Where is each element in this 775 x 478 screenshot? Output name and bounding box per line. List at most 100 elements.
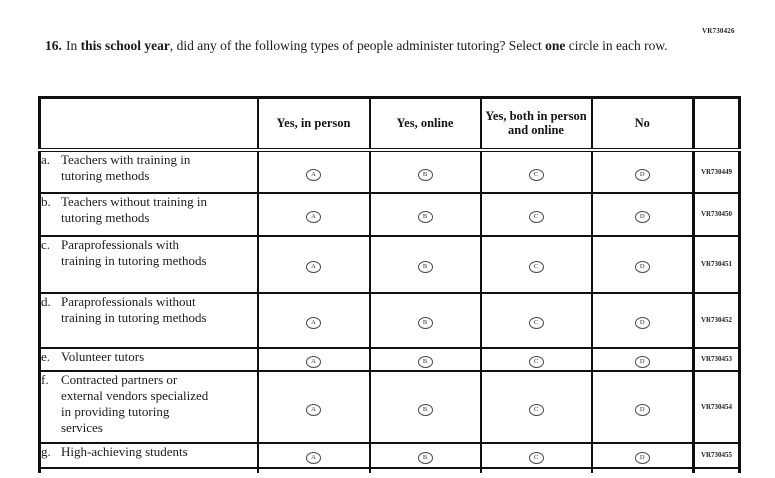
bubble-f-yes-online[interactable]: B <box>417 403 433 416</box>
row-label: Teachers without training in tutoring me… <box>61 193 208 225</box>
bubble-a-yes-online[interactable]: B <box>417 168 433 181</box>
bubble-c-no[interactable]: D <box>634 261 650 273</box>
cutoff-cell <box>256 466 371 473</box>
bubble-c-yes-online[interactable]: B <box>417 261 433 273</box>
question-text-bold-segment: this school year <box>80 38 170 53</box>
row-letter: g. <box>41 443 51 459</box>
option-cell: D <box>590 148 695 194</box>
col-header-yes-both: Yes, both in person and online <box>479 96 593 152</box>
option-cell: B <box>368 148 482 194</box>
bubble-b-yes-both[interactable]: C <box>528 211 544 223</box>
bubble-a-yes-both[interactable]: C <box>528 168 544 181</box>
question-text-segment: In <box>66 38 81 53</box>
option-cell: C <box>479 369 593 444</box>
option-cell: A <box>256 191 371 237</box>
bubble-a-yes-in-person[interactable]: A <box>306 168 321 181</box>
form-code-top-right: VR730426 <box>702 27 735 35</box>
bubble-g-yes-both[interactable]: C <box>528 452 544 464</box>
option-cell: D <box>590 191 695 237</box>
row-label: Teachers with training in tutoring metho… <box>61 151 191 183</box>
option-cell: A <box>256 441 371 469</box>
col-header-empty <box>38 96 259 152</box>
question-text: In this school year, did any of the foll… <box>66 37 668 55</box>
bubble-e-yes-both[interactable]: C <box>528 356 544 368</box>
bubble-e-yes-online[interactable]: B <box>417 356 433 368</box>
table-row-c: c. Paraprofessionals with training in tut… <box>38 234 741 294</box>
question-text-bold-segment: one <box>545 38 566 53</box>
option-cell: B <box>368 369 482 444</box>
bubble-e-no[interactable]: D <box>634 356 650 368</box>
row-label: Contracted partners or external vendors … <box>61 371 209 435</box>
bubble-f-yes-in-person[interactable]: A <box>306 403 321 416</box>
grid-header-row: Yes, in person Yes, online Yes, both in … <box>38 96 741 152</box>
row-code: VR730451 <box>692 234 741 294</box>
row-label-cell: d. Paraprofessionals without training in … <box>38 291 259 349</box>
row-code: VR730455 <box>692 441 741 469</box>
bubble-a-no[interactable]: D <box>634 168 650 181</box>
row-label-cell: f. Contracted partners or external vendor… <box>38 369 259 444</box>
bubble-b-yes-in-person[interactable]: A <box>306 211 321 223</box>
bubble-e-yes-in-person[interactable]: A <box>306 356 321 368</box>
cutoff-cell <box>692 466 741 473</box>
table-row-g: g. High-achieving students A B C D VR7304… <box>38 441 741 469</box>
bubble-d-yes-online[interactable]: B <box>417 317 433 329</box>
option-cell: D <box>590 369 695 444</box>
question-text-segment: circle in each row. <box>565 38 668 53</box>
cutoff-cell <box>590 466 695 473</box>
option-cell: C <box>479 291 593 349</box>
row-letter: c. <box>41 236 51 252</box>
row-code: VR730450 <box>692 191 741 237</box>
table-row-d: d. Paraprofessionals without training in … <box>38 291 741 349</box>
option-cell: B <box>368 441 482 469</box>
option-cell: B <box>368 191 482 237</box>
option-cell: D <box>590 234 695 294</box>
row-code: VR730452 <box>692 291 741 349</box>
col-header-yes-in-person: Yes, in person <box>256 96 371 152</box>
option-cell: A <box>256 234 371 294</box>
cutoff-cell <box>38 466 259 473</box>
option-cell: C <box>479 441 593 469</box>
row-label-cell: e. Volunteer tutors <box>38 346 259 372</box>
bubble-c-yes-in-person[interactable]: A <box>306 261 321 273</box>
question-number: 16. <box>45 38 62 53</box>
row-label: High-achieving students <box>61 443 188 459</box>
row-code: VR730453 <box>692 346 741 372</box>
response-grid: Yes, in person Yes, online Yes, both in … <box>38 96 741 473</box>
table-row-f: f. Contracted partners or external vendor… <box>38 369 741 444</box>
row-letter: f. <box>41 371 49 387</box>
bubble-f-no[interactable]: D <box>634 403 650 416</box>
option-cell: D <box>590 441 695 469</box>
bubble-b-yes-online[interactable]: B <box>417 211 433 223</box>
row-letter: d. <box>41 293 51 309</box>
col-header-yes-online: Yes, online <box>368 96 482 152</box>
col-header-no: No <box>590 96 695 152</box>
bubble-c-yes-both[interactable]: C <box>528 261 544 273</box>
table-row-a: a. Teachers with training in tutoring met… <box>38 148 741 194</box>
question-text-segment: , did any of the following types of peop… <box>169 38 546 53</box>
option-cell: C <box>479 234 593 294</box>
row-code: VR730449 <box>692 148 741 194</box>
row-label-cell: a. Teachers with training in tutoring met… <box>38 148 259 194</box>
row-label-cell: g. High-achieving students <box>38 441 259 469</box>
row-label: Paraprofessionals without training in tu… <box>61 293 207 325</box>
option-cell: B <box>368 291 482 349</box>
bubble-d-yes-in-person[interactable]: A <box>306 317 321 329</box>
row-label-cell: b. Teachers without training in tutoring … <box>38 191 259 237</box>
question-16: 16. In this school year, did any of the … <box>45 37 675 55</box>
bubble-g-yes-online[interactable]: B <box>417 452 433 464</box>
bubble-g-no[interactable]: D <box>634 452 650 464</box>
row-letter: e. <box>41 348 51 364</box>
option-cell: D <box>590 346 695 372</box>
option-cell: A <box>256 369 371 444</box>
bubble-f-yes-both[interactable]: C <box>528 403 544 416</box>
option-cell: B <box>368 346 482 372</box>
row-letter: b. <box>41 193 51 209</box>
cutoff-cell <box>368 466 482 473</box>
bubble-g-yes-in-person[interactable]: A <box>306 452 321 464</box>
bubble-d-yes-both[interactable]: C <box>528 317 544 329</box>
bubble-b-no[interactable]: D <box>634 211 650 223</box>
bubble-d-no[interactable]: D <box>634 317 650 329</box>
row-label: Volunteer tutors <box>61 348 145 364</box>
option-cell: C <box>479 346 593 372</box>
table-row-b: b. Teachers without training in tutoring … <box>38 191 741 237</box>
